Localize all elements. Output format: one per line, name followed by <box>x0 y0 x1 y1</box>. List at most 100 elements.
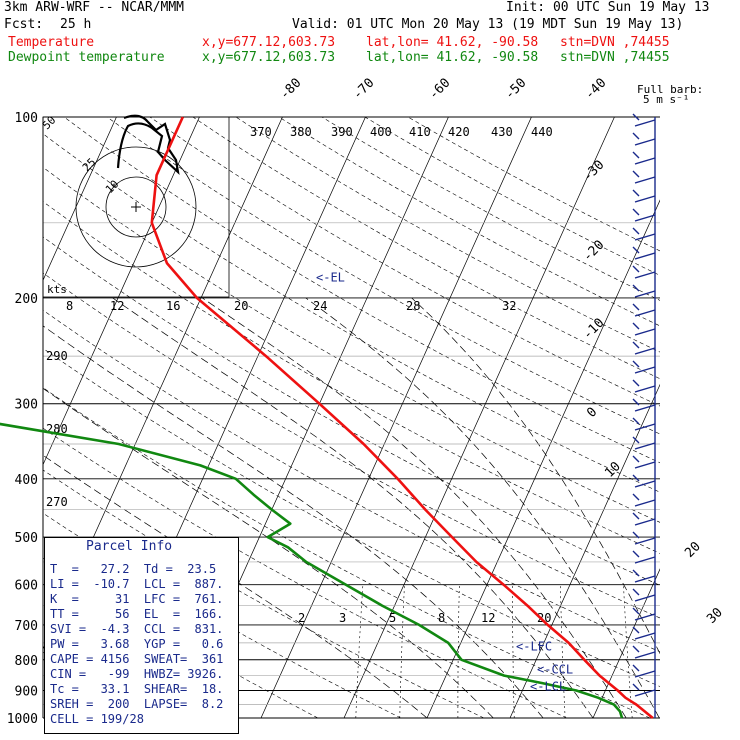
wind-barb-stroke <box>632 189 656 203</box>
wind-barb <box>632 227 656 241</box>
wind-barb <box>632 645 656 659</box>
wind-barb-stroke <box>632 360 656 374</box>
wind-barb <box>632 132 656 146</box>
mixing-ratio-label: 2 <box>298 611 305 625</box>
dewpoint-legend: Dewpoint temperature <box>8 50 165 65</box>
mixing-ratio-line <box>399 584 405 718</box>
parcel-row: TT = 56 EL = 166. <box>50 607 224 621</box>
theta-label: 440 <box>531 125 553 139</box>
dry-adiabat <box>192 117 660 380</box>
wind-barb <box>632 569 656 583</box>
level-label: <-CCL <box>537 663 573 677</box>
isotherm-label: -70 <box>350 76 377 103</box>
theta-label: 270 <box>46 495 68 509</box>
header: 3km ARW-WRF -- NCAR/MMM Init: 00 UTC Sun… <box>0 0 740 70</box>
wind-barb <box>632 151 656 165</box>
wind-barb <box>632 455 656 469</box>
hodograph-ring <box>75 146 197 268</box>
wind-barb-stroke <box>632 417 656 431</box>
parcel-row: K = 31 LFC = 761. <box>50 592 224 606</box>
wind-barb <box>632 303 656 317</box>
wind-barb-stroke <box>632 379 656 393</box>
isotherm-line <box>592 568 660 718</box>
wind-barb-stroke <box>632 455 656 469</box>
wind-barb-stroke <box>632 683 656 697</box>
parcel-info-title: Parcel Info <box>86 539 173 554</box>
hodo-speed-label: 20 <box>234 299 248 313</box>
theta-label: 370 <box>250 125 272 139</box>
wind-barb <box>632 531 656 545</box>
parcel-row: CIN = -99 HWBZ= 3926. <box>50 667 224 681</box>
mixing-ratio-line <box>560 584 566 718</box>
parcel-row: SVI = -4.3 CCL = 831. <box>50 622 224 636</box>
isotherm-line <box>43 117 117 282</box>
isotherm-line <box>43 117 200 466</box>
hodo-speed-label: 8 <box>66 299 73 313</box>
wind-barb <box>632 379 656 393</box>
wind-barb-stroke <box>632 113 656 127</box>
isotherm-line <box>509 383 660 718</box>
pressure-tick-label: 300 <box>15 398 38 413</box>
wind-barb <box>632 512 656 526</box>
moist-adiabat <box>202 297 627 718</box>
isotherm-label: -40 <box>582 76 609 103</box>
dewpoint-latlon: lat,lon= 41.62, -90.58 <box>366 50 539 65</box>
parcel-row: PW = 3.68 YGP = 0.6 <box>50 637 224 651</box>
level-label: <-LCL <box>530 680 566 694</box>
theta-label: 390 <box>331 125 353 139</box>
wind-barb <box>632 493 656 507</box>
wind-barb-stroke <box>632 436 656 450</box>
isotherm-label: 20 <box>682 539 704 561</box>
mixing-ratio-label: 12 <box>481 611 495 625</box>
isotherm-label: -30 <box>580 158 607 185</box>
wind-barb <box>632 607 656 621</box>
parcel-row: SREH = 200 LAPSE= 8.2 <box>50 697 224 711</box>
hodograph-units: kts <box>47 283 67 296</box>
temperature-latlon: lat,lon= 41.62, -90.58 <box>366 35 539 50</box>
temperature-line <box>150 116 654 720</box>
isotherm-line <box>343 117 615 718</box>
dry-adiabat <box>278 117 660 327</box>
wind-barb <box>632 398 656 412</box>
theta-label: 290 <box>46 349 68 363</box>
wind-barb <box>632 284 656 298</box>
parcel-row: CELL = 199/28 <box>50 712 144 726</box>
hodograph-trace <box>116 114 180 175</box>
mixing-ratio-line <box>457 584 460 718</box>
theta-label: 430 <box>491 125 513 139</box>
forecast-label: Fcst: <box>4 17 44 32</box>
wind-barb-stroke <box>632 588 656 602</box>
mixing-ratio-line <box>512 584 515 718</box>
hodo-speed-label: 24 <box>313 299 327 313</box>
wind-barb-stroke <box>632 626 656 640</box>
wind-barb <box>632 360 656 374</box>
hodograph-ring-label: 10 <box>103 178 122 197</box>
isotherm-label: 30 <box>704 605 726 627</box>
isotherm-label: 0 <box>584 405 600 421</box>
parcel-row: T = 27.2 Td = 23.5 <box>50 562 217 576</box>
hodograph-frame <box>42 116 230 298</box>
hodo-speed-label: 28 <box>406 299 420 313</box>
pressure-tick-label: 100 <box>15 111 38 126</box>
init-time: Init: 00 UTC Sun 19 May 13 <box>506 0 710 15</box>
wind-barb <box>632 626 656 640</box>
valid-time: Valid: 01 UTC Mon 20 May 13 (19 MDT Sun … <box>292 17 684 32</box>
temperature-legend: Temperature <box>8 35 95 50</box>
parcel-row: Tc = 33.1 SHEAR= 18. <box>50 682 224 696</box>
temperature-station: stn=DVN ,74455 <box>560 35 670 50</box>
wind-barb-stroke <box>632 341 656 355</box>
wind-barb-stroke <box>632 531 656 545</box>
wind-barb-stroke <box>632 284 656 298</box>
pressure-tick-label: 700 <box>15 619 38 634</box>
wind-barb-stroke <box>632 227 656 241</box>
mixing-ratio-line <box>623 584 633 718</box>
pressure-tick-label: 800 <box>15 654 38 669</box>
barb-legend-units: 5 m s⁻¹ <box>643 93 689 106</box>
wind-barb <box>632 170 656 184</box>
wind-barb-stroke <box>632 265 656 279</box>
theta-label: 410 <box>409 125 431 139</box>
hodo-speed-label: 12 <box>110 299 124 313</box>
wind-barb <box>632 550 656 564</box>
isotherm-line <box>426 199 660 718</box>
pressure-tick-label: 900 <box>15 684 38 699</box>
